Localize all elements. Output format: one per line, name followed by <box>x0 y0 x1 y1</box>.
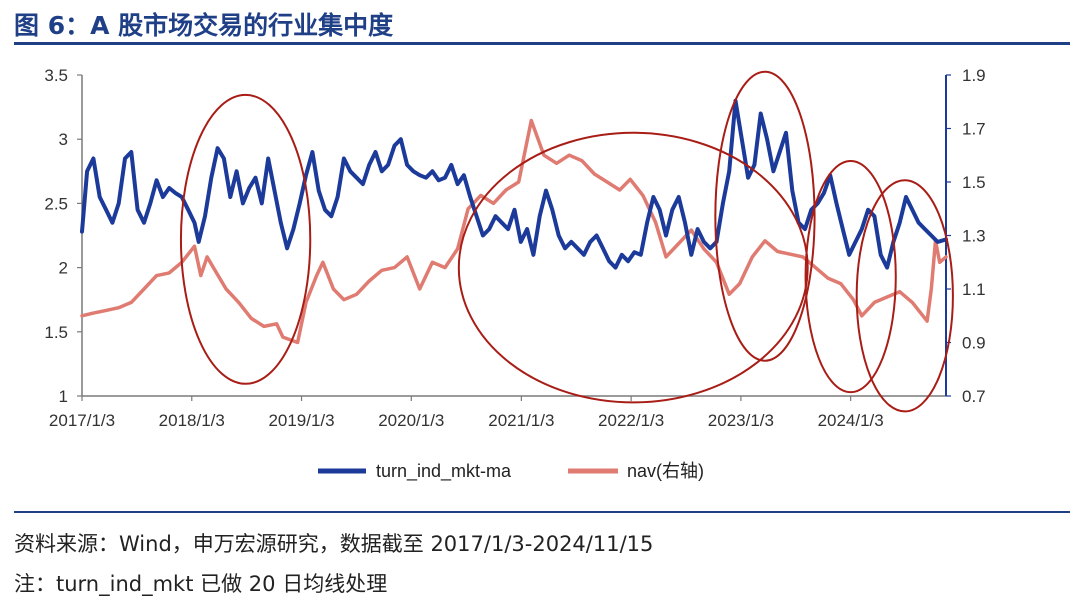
y-right-tick-label: 1.1 <box>962 280 986 299</box>
x-tick-label: 2018/1/3 <box>159 411 225 430</box>
y-right-tick-label: 1.7 <box>962 120 986 139</box>
y-left-tick-label: 3 <box>59 130 68 149</box>
footnote: 注：turn_ind_mkt 已做 20 日均线处理 <box>14 572 388 596</box>
x-tick-label: 2024/1/3 <box>818 411 884 430</box>
x-tick-label: 2017/1/3 <box>49 411 115 430</box>
y-left-tick-label: 1 <box>59 387 68 406</box>
x-tick-label: 2021/1/3 <box>488 411 554 430</box>
chart-axes: 1 1.5 2 2.5 3 3.5 0.7 0.9 1.1 1.3 1.5 1.7 1.9 2017/1/… <box>44 66 985 430</box>
y-right-tick-label: 1.3 <box>962 227 986 246</box>
y-left-tick-label: 2.5 <box>44 194 68 213</box>
chart-title: 图 6：A 股市场交易的行业集中度 <box>14 11 394 40</box>
highlight-ellipses <box>179 70 954 413</box>
chart-series <box>80 98 948 345</box>
y-left-tick-label: 1.5 <box>44 323 68 342</box>
title-rule <box>14 42 1070 45</box>
y-right-tick-label: 1.9 <box>962 66 986 85</box>
x-tick-label: 2023/1/3 <box>708 411 774 430</box>
x-tick-label: 2020/1/3 <box>378 411 444 430</box>
line-chart: 1 1.5 2 2.5 3 3.5 0.7 0.9 1.1 1.3 1.5 1.7 1.9 2017/1/… <box>44 66 985 482</box>
y-left-tick-label: 3.5 <box>44 66 68 85</box>
highlight-ellipse <box>714 70 816 362</box>
y-right-tick-label: 0.9 <box>962 334 986 353</box>
highlight-ellipse <box>179 93 312 385</box>
series-line-turn-ind-mkt-ma <box>80 98 948 270</box>
legend-label-turn: turn_ind_mkt-ma <box>376 461 512 482</box>
y-left-tick-label: 2 <box>59 259 68 278</box>
highlight-ellipse <box>804 160 897 394</box>
series-line-nav <box>80 118 948 345</box>
chart-legend: turn_ind_mkt-ma nav(右轴) <box>318 461 704 482</box>
x-tick-label: 2022/1/3 <box>598 411 664 430</box>
highlight-ellipse <box>457 131 809 404</box>
highlight-ellipse <box>855 179 954 413</box>
y-right-tick-label: 1.5 <box>962 173 986 192</box>
y-right-tick-label: 0.7 <box>962 387 986 406</box>
x-tick-label: 2019/1/3 <box>268 411 334 430</box>
legend-label-nav: nav(右轴) <box>627 461 704 481</box>
source-note: 资料来源：Wind，申万宏源研究，数据截至 2017/1/3-2024/11/1… <box>14 532 654 556</box>
footer-rule <box>14 511 1070 513</box>
